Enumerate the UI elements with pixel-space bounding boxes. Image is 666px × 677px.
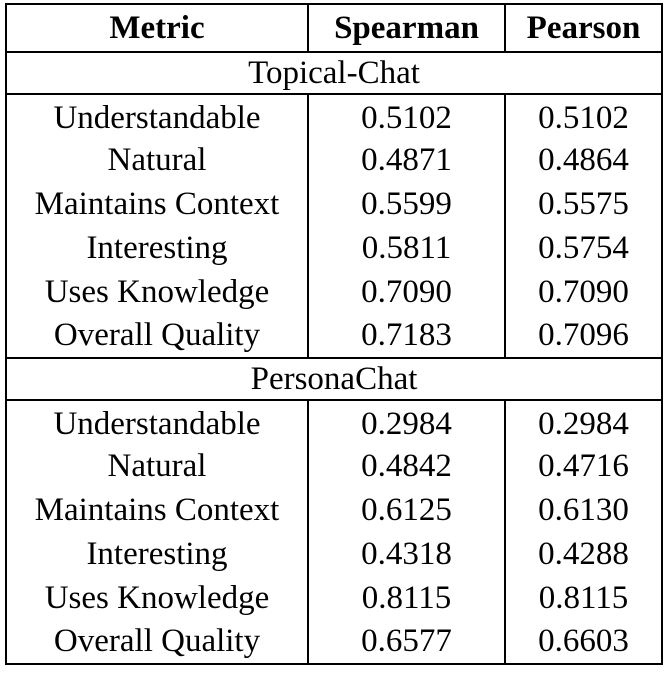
table-header: Metric Spearman Pearson <box>5 3 663 53</box>
table-row: Uses Knowledge 0.8115 0.8115 <box>5 576 663 620</box>
metric-name: Understandable <box>5 400 309 444</box>
spearman-value: 0.5811 <box>307 226 506 270</box>
header-metric: Metric <box>5 3 309 53</box>
table-row: Natural 0.4842 0.4716 <box>5 444 663 488</box>
metric-name: Uses Knowledge <box>5 270 309 314</box>
pearson-value: 0.6130 <box>504 488 663 532</box>
pearson-value: 0.7090 <box>504 270 663 314</box>
spearman-value: 0.4842 <box>307 444 506 488</box>
table-row: Interesting 0.5811 0.5754 <box>5 226 663 270</box>
pearson-value: 0.6603 <box>504 620 663 665</box>
metric-name: Overall Quality <box>5 314 309 359</box>
section-topical-chat: Topical-Chat Understandable 0.5102 0.510… <box>5 52 663 359</box>
section-title-row: PersonaChat <box>5 358 663 401</box>
metric-name: Maintains Context <box>5 488 309 532</box>
header-spearman: Spearman <box>307 3 506 53</box>
spearman-value: 0.2984 <box>307 400 506 444</box>
spearman-value: 0.8115 <box>307 576 506 620</box>
spearman-value: 0.6125 <box>307 488 506 532</box>
metric-name: Interesting <box>5 226 309 270</box>
pearson-value: 0.7096 <box>504 314 663 359</box>
pearson-value: 0.5102 <box>504 94 663 138</box>
metric-name: Natural <box>5 138 309 182</box>
table-row: Understandable 0.5102 0.5102 <box>5 94 663 138</box>
table-row: Uses Knowledge 0.7090 0.7090 <box>5 270 663 314</box>
spearman-value: 0.7090 <box>307 270 506 314</box>
metric-name: Natural <box>5 444 309 488</box>
table-row: Natural 0.4871 0.4864 <box>5 138 663 182</box>
spearman-value: 0.4871 <box>307 138 506 182</box>
table-row: Maintains Context 0.6125 0.6130 <box>5 488 663 532</box>
pearson-value: 0.4288 <box>504 532 663 576</box>
table-row: Interesting 0.4318 0.4288 <box>5 532 663 576</box>
spearman-value: 0.5599 <box>307 182 506 226</box>
pearson-value: 0.4716 <box>504 444 663 488</box>
table-row: Overall Quality 0.7183 0.7096 <box>5 314 663 359</box>
metric-name: Uses Knowledge <box>5 576 309 620</box>
pearson-value: 0.2984 <box>504 400 663 444</box>
pearson-value: 0.8115 <box>504 576 663 620</box>
header-pearson: Pearson <box>504 3 663 53</box>
metric-name: Overall Quality <box>5 620 309 665</box>
correlation-table: Metric Spearman Pearson Topical-Chat Und… <box>5 3 663 665</box>
header-row: Metric Spearman Pearson <box>5 3 663 53</box>
spearman-value: 0.6577 <box>307 620 506 665</box>
pearson-value: 0.4864 <box>504 138 663 182</box>
table-row: Understandable 0.2984 0.2984 <box>5 400 663 444</box>
table-row: Overall Quality 0.6577 0.6603 <box>5 620 663 665</box>
spearman-value: 0.4318 <box>307 532 506 576</box>
metric-name: Understandable <box>5 94 309 138</box>
metric-name: Maintains Context <box>5 182 309 226</box>
spearman-value: 0.5102 <box>307 94 506 138</box>
table-row: Maintains Context 0.5599 0.5575 <box>5 182 663 226</box>
pearson-value: 0.5754 <box>504 226 663 270</box>
metric-name: Interesting <box>5 532 309 576</box>
section-title: Topical-Chat <box>5 52 663 95</box>
section-title-row: Topical-Chat <box>5 52 663 95</box>
pearson-value: 0.5575 <box>504 182 663 226</box>
section-personachat: PersonaChat Understandable 0.2984 0.2984… <box>5 358 663 665</box>
spearman-value: 0.7183 <box>307 314 506 359</box>
section-title: PersonaChat <box>5 358 663 401</box>
